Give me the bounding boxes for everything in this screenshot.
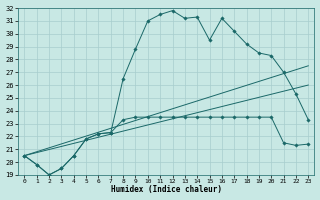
X-axis label: Humidex (Indice chaleur): Humidex (Indice chaleur) (111, 185, 222, 194)
